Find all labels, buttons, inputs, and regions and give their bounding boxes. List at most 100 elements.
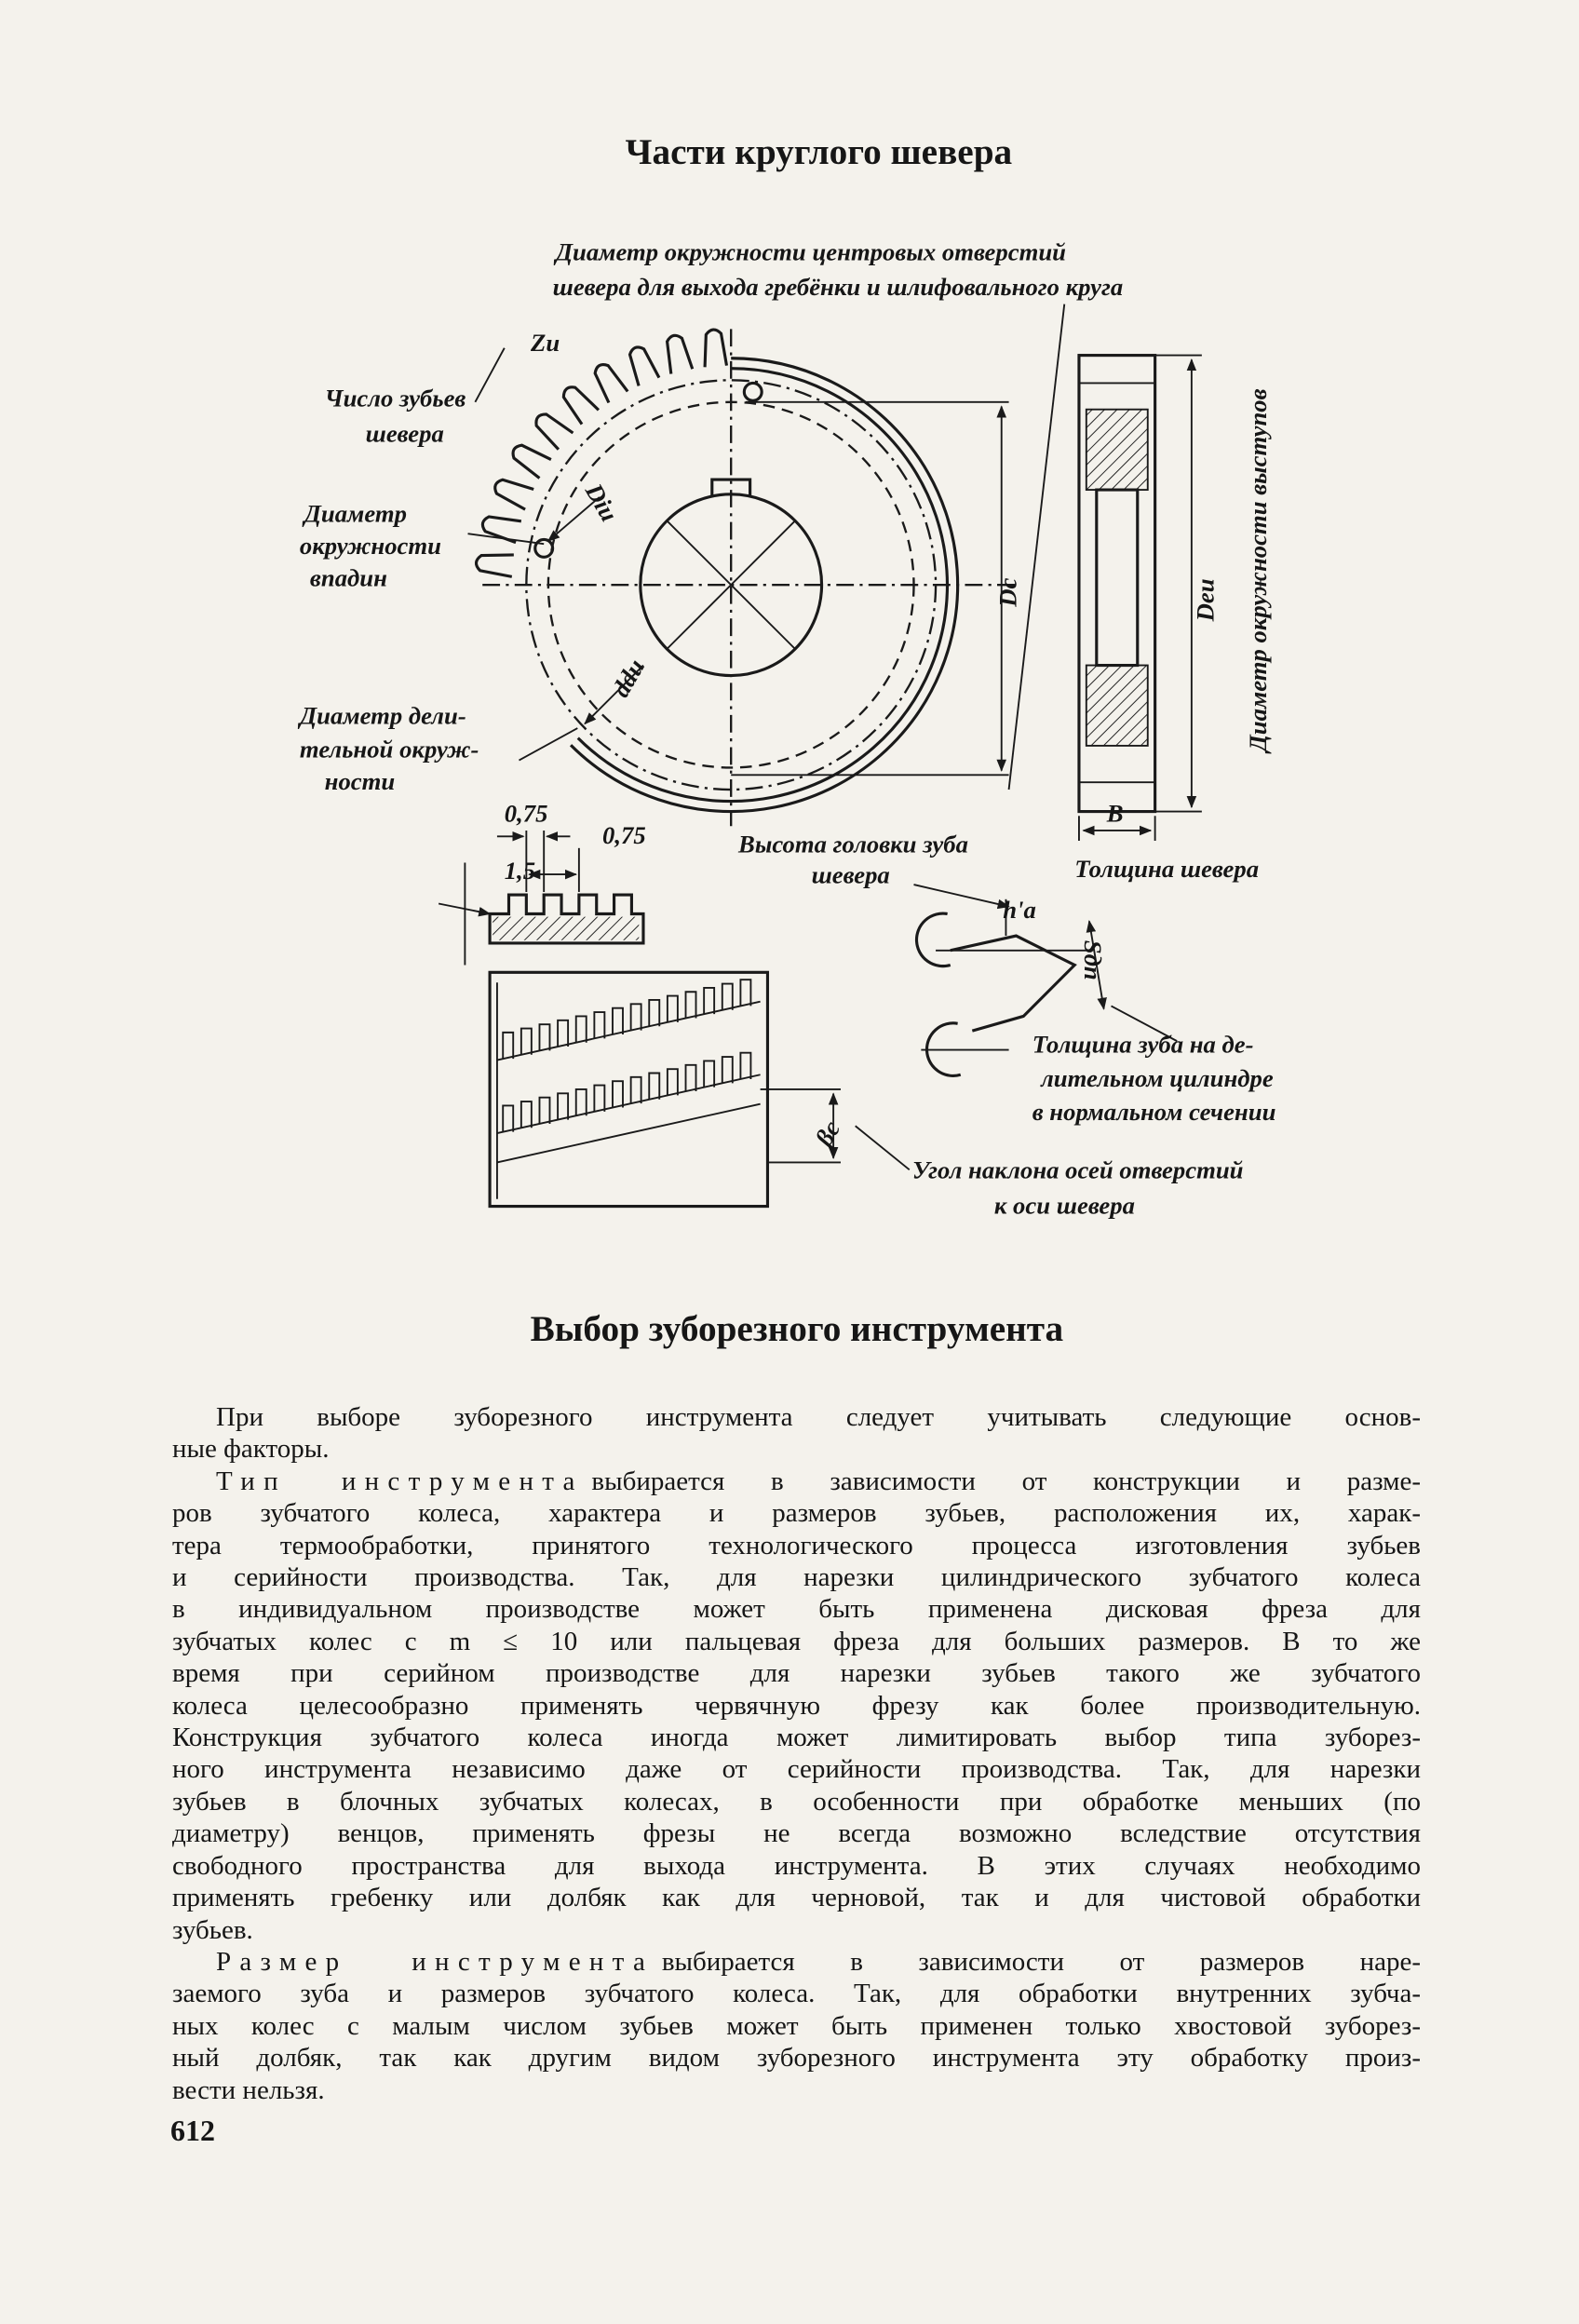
figure-title: Части круглого шевера (626, 132, 1013, 172)
figure-label: впадин (310, 564, 387, 592)
drawing-stroke (557, 1092, 570, 1120)
figure-label: ности (325, 767, 396, 795)
line-text: зубьев в блочных зубчатых колесах, в осо… (172, 1786, 1421, 1817)
drawing-stroke (739, 979, 752, 1007)
figure-label: Dc (993, 577, 1021, 607)
drawing-stroke (1095, 488, 1140, 668)
drawing-stroke (684, 1063, 697, 1092)
text-line: ный долбяк, так как другим видом зуборез… (172, 2042, 1421, 2074)
line-text: ных колес с малым числом зубьев может бы… (172, 2010, 1421, 2041)
drawing-stroke (519, 727, 578, 762)
drawing-stroke (1007, 304, 1066, 790)
drawing-stroke (684, 991, 697, 1019)
drawing-stroke (496, 1074, 761, 1134)
lead-term: Размер инструмента (216, 1946, 655, 1977)
drawing-stroke (666, 520, 796, 650)
figure-label: Deu (1191, 578, 1219, 622)
drawing-stroke (703, 1060, 716, 1088)
drawing-stroke (488, 893, 645, 945)
text-line: время при серийном производстве для наре… (172, 1657, 1421, 1689)
tooth-detail (913, 884, 1178, 1077)
drawing-stroke (913, 884, 1010, 910)
drawing-stroke (502, 1104, 515, 1132)
line-text: зубьев. (172, 1914, 253, 1945)
text-line: Тип инструмента выбирается в зависимости … (172, 1466, 1421, 1497)
rack-profile (438, 830, 645, 966)
drawing-stroke (520, 1027, 533, 1055)
figure-label: Sдn (1079, 940, 1107, 980)
figure-label: тельной окруж- (300, 735, 479, 763)
body-text: При выборе зуборезного инструмента следу… (172, 1401, 1421, 2106)
figure-label: шевера для выхода гребёнки и шлифовально… (553, 273, 1124, 301)
drawing-stroke (561, 385, 601, 426)
drawing-stroke (666, 994, 679, 1022)
line-text: диаметру) венцов, применять фрезы не все… (172, 1818, 1421, 1849)
drawing-stroke (924, 1021, 962, 1077)
drawing-stroke (629, 1003, 642, 1031)
figure-label: 1,5 (505, 857, 535, 885)
drawing-stroke (1086, 920, 1107, 1010)
figure-label: шевера (812, 861, 890, 889)
drawing-stroke (648, 999, 661, 1027)
figure-label: Диаметр окружности центровых отверстий (553, 238, 1066, 266)
drawing-stroke (629, 1075, 642, 1104)
figure-label: B (1106, 800, 1124, 828)
gear-teeth (474, 328, 729, 578)
figure-label: шевера (366, 419, 444, 447)
text-line: свободного пространства для выхода инстр… (172, 1850, 1421, 1882)
drawing-stroke (742, 381, 763, 402)
figure-label: Толщина шевера (1074, 855, 1259, 883)
line-text: выбирается в зависимости от размеров нар… (661, 1946, 1421, 1977)
drawing-stroke (721, 982, 734, 1010)
gear-front-view (467, 304, 1066, 827)
drawing-stroke (593, 1084, 606, 1112)
figure-label: Диаметр окружности выступов (1244, 388, 1272, 754)
figure-label: в нормальном сечении (1032, 1098, 1276, 1126)
line-text: выбирается в зависимости от конструкции … (591, 1466, 1421, 1496)
figure-label: Диаметр (302, 500, 407, 528)
line-text: зубчатых колес с m ≤ 10 или пальцевая фр… (172, 1626, 1421, 1656)
hob-section (488, 970, 911, 1209)
drawing-stroke (703, 986, 716, 1015)
figure-label: Угол наклона осей отверстий (912, 1156, 1244, 1184)
line-text: При выборе зуборезного инструмента следу… (216, 1402, 1421, 1432)
drawing-stroke (511, 443, 552, 480)
figure-label: 0,75 (602, 821, 646, 849)
drawing-stroke (569, 357, 960, 814)
text-line: заемого зуба и размеров зубчатого колеса… (172, 1978, 1421, 2009)
drawing-stroke (557, 1019, 570, 1047)
figure-label: Diu (579, 478, 623, 526)
drawing-stroke (538, 1096, 551, 1124)
drawing-stroke (474, 553, 514, 578)
gear-side-view (1077, 354, 1202, 841)
drawing-stroke (593, 1011, 606, 1039)
drawing-stroke (534, 412, 574, 451)
text-line: колеса целесообразно применять червячную… (172, 1690, 1421, 1722)
text-line: ров зубчатого колеса, характера и размер… (172, 1497, 1421, 1529)
drawing-stroke (474, 347, 506, 403)
line-text: свободного пространства для выхода инстр… (172, 1850, 1421, 1881)
text-line: зубьев в блочных зубчатых колесах, в осо… (172, 1786, 1421, 1817)
drawing-stroke (533, 537, 555, 559)
drawing-stroke (612, 1080, 624, 1108)
drawing-stroke (855, 1125, 911, 1171)
drawing-stroke (1111, 1005, 1178, 1042)
drawing-stroke (914, 912, 951, 968)
figure-drawing: Части круглого шевера (297, 132, 1276, 1349)
line-text: вести нельзя. (172, 2074, 325, 2105)
line-text: ров зубчатого колеса, характера и размер… (172, 1498, 1421, 1529)
figure-label: Zu (530, 329, 560, 357)
line-text: заемого зуба и размеров зубчатого колеса… (172, 1979, 1421, 2009)
drawing-stroke (703, 328, 729, 368)
drawing-stroke (538, 1023, 551, 1051)
text-line: и серийности производства. Так, для наре… (172, 1561, 1421, 1593)
page-number: 612 (170, 2114, 215, 2147)
drawing-stroke (739, 1051, 752, 1079)
drawing-stroke (576, 367, 950, 804)
line-text: применять гребенку или долбяк как для че… (172, 1883, 1421, 1913)
line-text: тера термообработки, принятого технологи… (172, 1530, 1421, 1561)
drawing-stroke (1077, 354, 1157, 814)
